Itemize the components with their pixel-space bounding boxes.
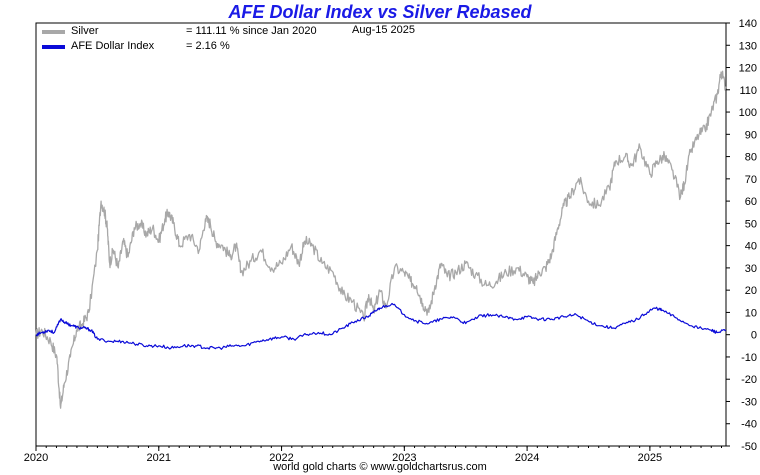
y-tick-label: 50 — [745, 218, 757, 230]
y-tick-label: 10 — [745, 307, 757, 319]
series-line-silver — [35, 70, 727, 409]
legend-label-afe-dollar-index: AFE Dollar Index — [71, 40, 155, 52]
y-axis: -50 -40 -30 -20 -10 0 10 20 30 40 50 60 70 80 90 100 110… — [726, 18, 757, 453]
series-line-afe-dollar-index — [35, 302, 727, 350]
y-tick-label: -10 — [741, 352, 757, 364]
y-tick-label: 130 — [739, 40, 757, 52]
legend-value-silver: = 111.11 % since Jan 2020 — [186, 25, 317, 37]
x-tick-label: 2025 — [638, 452, 662, 464]
y-tick-label: 70 — [745, 174, 757, 186]
y-tick-label: -50 — [741, 441, 757, 453]
y-tick-label: 60 — [745, 196, 757, 208]
y-tick-label: -20 — [741, 374, 757, 386]
y-tick-label: 30 — [745, 263, 757, 275]
y-tick-label: 120 — [739, 63, 757, 75]
legend-item-silver: Silver = 111.11 % since Jan 2020 — [40, 25, 340, 40]
plot-frame — [35, 22, 727, 447]
y-tick-label: 0 — [751, 330, 757, 342]
y-tick-label: 90 — [745, 129, 757, 141]
x-axis: 2020 2021 2022 2023 2024 2025 — [24, 446, 722, 464]
y-tick-label: 40 — [745, 241, 757, 253]
y-tick-label: -30 — [741, 396, 757, 408]
x-tick-label: 2023 — [392, 452, 416, 464]
y-tick-label: 20 — [745, 285, 757, 297]
legend-swatch-silver — [42, 30, 65, 34]
y-tick-label: 80 — [745, 152, 757, 164]
chart-title: AFE Dollar Index vs Silver Rebased — [228, 2, 532, 22]
legend-value-afe-dollar-index: = 2.16 % — [186, 40, 230, 52]
y-tick-label: 110 — [739, 85, 757, 97]
legend-swatch-afe-dollar-index — [42, 45, 65, 49]
x-tick-label: 2020 — [24, 452, 48, 464]
y-tick-label: 140 — [739, 18, 757, 30]
legend-item-afe-dollar-index: AFE Dollar Index = 2.16 % — [40, 40, 340, 55]
footer-credit: world gold charts © www.goldchartsrus.co… — [273, 461, 487, 473]
legend-label-silver: Silver — [71, 25, 99, 37]
x-tick-label: 2022 — [269, 452, 293, 464]
date-label: Aug-15 2025 — [352, 24, 415, 36]
series-group — [35, 70, 727, 409]
y-tick-label: -40 — [741, 419, 757, 431]
x-tick-label: 2024 — [515, 452, 539, 464]
y-tick-label: 100 — [739, 107, 757, 119]
x-tick-label: 2021 — [147, 452, 171, 464]
legend: Silver = 111.11 % since Jan 2020 AFE Dol… — [40, 25, 340, 55]
